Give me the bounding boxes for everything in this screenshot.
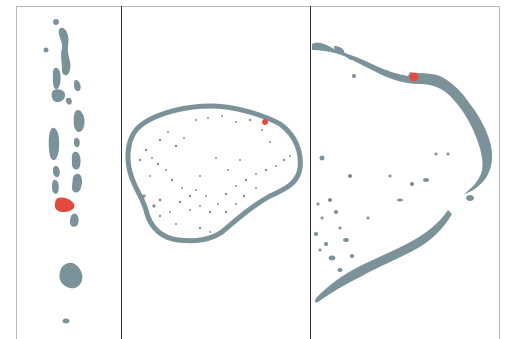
reef-islet <box>343 238 349 242</box>
atoll <box>48 127 60 161</box>
reef-islet <box>324 242 328 246</box>
reef-islet <box>328 198 332 202</box>
atoll <box>74 137 80 148</box>
reef-islet <box>362 62 370 66</box>
islet <box>62 318 70 324</box>
reef-islet <box>352 74 356 78</box>
atoll <box>73 110 85 132</box>
reef-islet <box>466 195 474 201</box>
atoll <box>71 151 81 170</box>
panel-atoll-detail <box>125 103 303 244</box>
islet <box>53 19 59 25</box>
panel-atoll-chain <box>43 19 85 324</box>
atoll <box>66 97 72 105</box>
atoll-north <box>58 27 71 76</box>
reef-islet <box>316 202 320 206</box>
reef-south-arc <box>315 210 452 303</box>
panel-reef-arc <box>312 42 493 303</box>
atoll <box>74 80 81 92</box>
reef-islet <box>348 174 352 178</box>
reef-islet <box>334 46 345 55</box>
reef-islet <box>388 174 392 178</box>
atoll <box>52 67 61 90</box>
reef-islet <box>338 226 342 230</box>
reef-islet <box>328 255 336 261</box>
reef-islet <box>314 232 318 236</box>
islet <box>43 47 49 53</box>
atoll <box>70 213 79 227</box>
reef-islet <box>348 56 356 60</box>
reef-islet <box>366 216 370 220</box>
lagoon-islets <box>138 115 291 233</box>
highlighted-island <box>54 197 75 212</box>
reef-islet <box>337 268 343 272</box>
reef-islet <box>350 254 354 258</box>
location-marker <box>262 119 268 125</box>
reef-islet <box>319 155 325 161</box>
reef-islet <box>423 178 429 182</box>
reef-islet <box>434 152 438 156</box>
atoll <box>53 165 60 178</box>
reef-islet <box>318 248 322 252</box>
reef-islet <box>383 70 389 74</box>
atoll <box>51 89 66 103</box>
reef-islet <box>446 152 450 156</box>
location-marker <box>409 72 419 82</box>
reef-islet <box>410 182 414 186</box>
map-frame <box>16 6 500 339</box>
reef-islet <box>320 216 324 220</box>
reef-islet <box>334 210 338 214</box>
atoll-rim <box>125 103 303 244</box>
atoll <box>52 179 59 194</box>
reef-north-rim <box>312 42 493 194</box>
reef-islet <box>397 198 403 202</box>
atoll <box>71 173 83 193</box>
atoll-south <box>59 262 83 289</box>
